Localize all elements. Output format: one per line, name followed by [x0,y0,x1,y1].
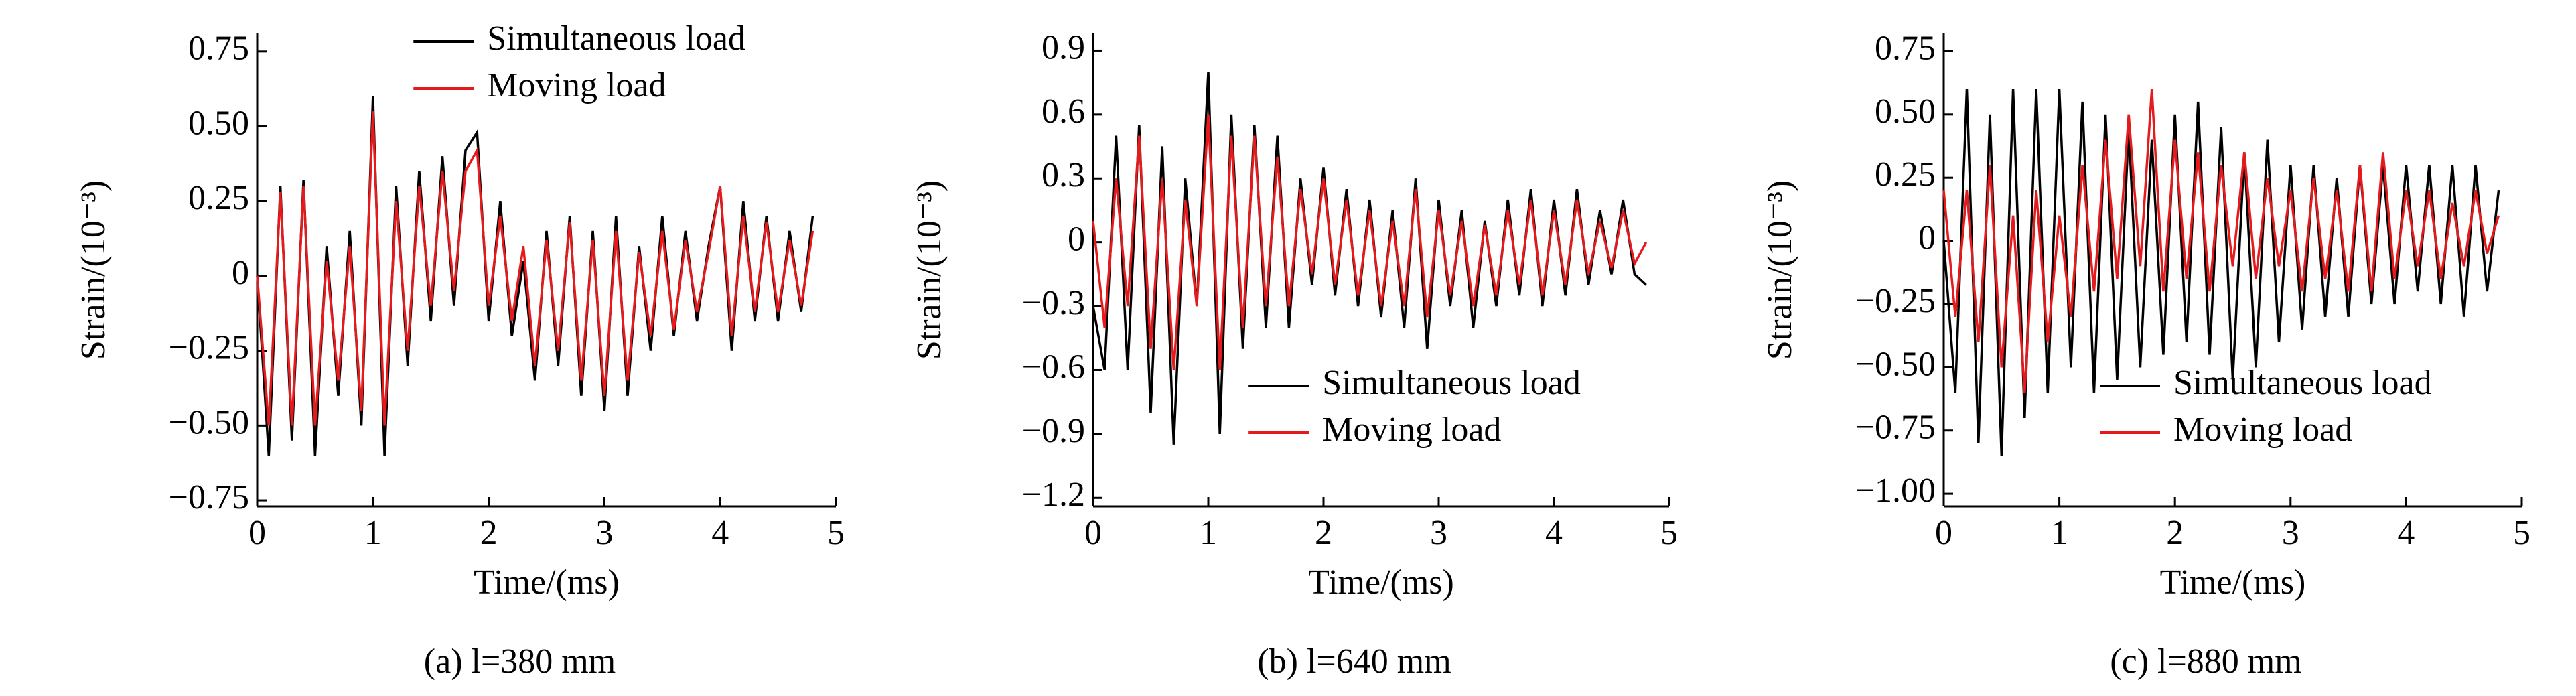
caption: (a) l=380 mm [424,642,616,681]
y-tick-label: −0.75 [1855,409,1936,447]
x-tick-label: 5 [2513,514,2530,552]
x-axis-label: Time/(ms) [2160,563,2306,602]
series-line [1092,72,1647,445]
y-tick-label: −0.50 [1855,345,1936,383]
x-tick-label: 4 [1545,514,1563,552]
x-tick-label: 1 [2051,514,2068,552]
y-tick-label: −0.25 [169,329,249,367]
x-tick-label: 2 [2166,514,2184,552]
y-tick-label: 0.75 [188,29,249,68]
legend-label: Moving load [1322,411,1501,449]
legend-label: Simultaneous load [1322,364,1581,402]
y-axis-label: Strain/(10⁻³) [74,180,113,360]
x-axis-label: Time/(ms) [474,563,620,602]
y-tick-label: 0 [1068,220,1085,259]
panel: 0.750.500.250−0.25−0.50−0.750 1 2 3 4 5Time/(… [74,19,845,681]
y-tick-label: −1.2 [1022,476,1085,514]
y-tick-label: 0 [1918,219,1936,257]
x-tick-label: 0 [1935,514,1952,552]
legend-label: Moving load [2173,411,2352,449]
y-tick-label: −0.50 [169,403,249,441]
y-axis-label: Strain/(10⁻³) [910,180,948,360]
x-tick-label: 0 [1084,514,1102,552]
x-tick-label: 3 [2282,514,2299,552]
x-tick-label: 1 [1200,514,1217,552]
y-tick-label: 0.50 [188,104,249,142]
x-tick-label: 1 [364,514,382,552]
y-tick-label: −0.75 [169,478,249,516]
y-tick-label: 0.6 [1042,92,1085,131]
series-line [1942,89,2500,456]
legend-label: Moving load [487,66,666,105]
y-tick-label: −0.6 [1022,348,1085,386]
x-tick-label: 3 [1430,514,1447,552]
y-tick-label: 0.9 [1042,28,1085,66]
y-tick-label: 0.25 [188,179,249,217]
legend-label: Simultaneous load [487,19,745,58]
y-tick-label: 0.3 [1042,156,1085,194]
series-line [256,96,814,456]
caption: (c) l=880 mm [2110,642,2301,681]
y-axis-label: Strain/(10⁻³) [1761,180,1799,360]
caption: (b) l=640 mm [1257,642,1451,681]
panel: 0.90.60.30−0.3−0.6−0.9−1.20 1 2 3 4 5Time/(ms… [910,28,1678,681]
y-tick-label: −0.9 [1022,412,1085,450]
x-tick-label: 3 [595,514,613,552]
y-tick-label: 0 [232,254,249,292]
y-tick-label: −0.25 [1855,282,1936,320]
y-tick-label: 0.75 [1875,29,1936,67]
series-line [256,111,814,426]
panel: 0.75 0.50 0.25 0 −0.25 −0.50 −0.75 −1.00 0 1 2 3 4 5 T… [1761,29,2530,681]
y-tick-label: −0.3 [1022,284,1085,322]
x-tick-label: 5 [1660,514,1678,552]
legend-label: Simultaneous load [2173,364,2432,402]
x-tick-label: 0 [248,514,266,552]
x-tick-label: 2 [1315,514,1332,552]
series-line [1092,114,1648,370]
y-tick-label: 0.25 [1875,155,1936,194]
x-axis-label: Time/(ms) [1308,563,1454,602]
y-tick-label: −1.00 [1855,472,1936,510]
x-tick-label: 5 [827,514,845,552]
x-tick-label: 2 [480,514,498,552]
y-tick-label: 0.50 [1875,92,1936,131]
series-line [1942,88,2500,393]
x-tick-label: 4 [2397,514,2415,552]
x-tick-label: 4 [711,514,729,552]
